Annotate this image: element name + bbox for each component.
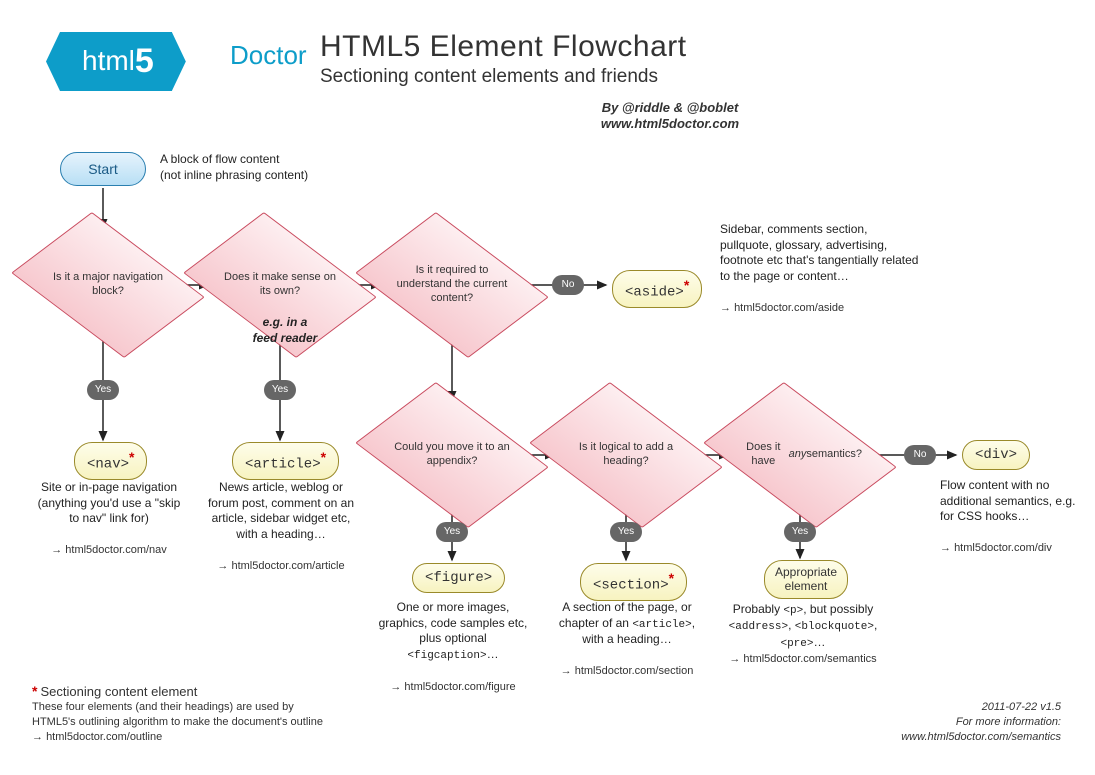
page-title: HTML5 Element Flowchart [320, 30, 687, 64]
term-aside-desc: Sidebar, comments section, pullquote, gl… [720, 222, 920, 316]
logo: html5 Doctor [60, 32, 172, 91]
start-note: A block of flow content(not inline phras… [160, 152, 308, 183]
diamond-subnote: e.g. in afeed reader [245, 315, 325, 346]
term-section: <section>* [580, 563, 687, 601]
page-subtitle: Sectioning content elements and friends [320, 66, 658, 88]
footnote-heading: Sectioning content element [41, 684, 198, 699]
decision-d6: Does it have any semantics? [730, 405, 870, 505]
pill-yes-0: Yes [87, 380, 119, 400]
term-aside: <aside>* [612, 270, 702, 308]
term-nav-desc: Site or in-page navigation (anything you… [34, 480, 184, 558]
pill-no-2: No [552, 275, 584, 295]
byline: By @riddle & @boblet [570, 100, 770, 115]
decision-d3: Is it required to understand the current… [382, 235, 522, 335]
logo-text-5: 5 [135, 42, 154, 80]
decision-d1: Is it a major navigation block? [38, 235, 178, 335]
logo-text-html: html [82, 45, 135, 76]
footnote-body: These four elements (and their headings)… [32, 701, 323, 728]
pill-no-6: No [904, 445, 936, 465]
logo-badge: html5 [60, 32, 172, 91]
footer-more: For more information: [901, 715, 1061, 730]
pill-yes-1: Yes [264, 380, 296, 400]
term-nav: <nav>* [74, 442, 147, 480]
term-div: <div> [962, 440, 1030, 470]
start-node: Start [60, 152, 146, 186]
byline-url: www.html5doctor.com [570, 116, 770, 131]
footer-date: 2011-07-22 v1.5 [901, 700, 1061, 715]
footer-more-url: www.html5doctor.com/semantics [901, 730, 1061, 745]
decision-d5: Is it logical to add a heading? [556, 405, 696, 505]
term-div-desc: Flow content with no additional semantic… [940, 478, 1080, 556]
asterisk-icon: * [32, 683, 37, 699]
pill-yes-3: Yes [436, 522, 468, 542]
arrows-layer [0, 0, 1095, 775]
pill-yes-5: Yes [784, 522, 816, 542]
pill-yes-4: Yes [610, 522, 642, 542]
footnote-sectioning: * Sectioning content element These four … [32, 682, 332, 745]
decision-d4: Could you move it to an appendix? [382, 405, 522, 505]
term-article-desc: News article, weblog or forum post, comm… [206, 480, 356, 574]
term-figure-desc: One or more images, graphics, code sampl… [378, 600, 528, 694]
term-article: <article>* [232, 442, 339, 480]
term-figure: <figure> [412, 563, 505, 593]
term-appropriate-desc: Probably <p>, but possibly <address>, <b… [728, 602, 878, 666]
term-section-desc: A section of the page, or chapter of an … [552, 600, 702, 679]
term-appropriate: Appropriateelement [764, 560, 848, 599]
flowchart-stage: html5 Doctor HTML5 Element Flowchart Sec… [0, 0, 1095, 775]
logo-doctor: Doctor [230, 40, 307, 71]
footnote-link: html5doctor.com/outline [32, 731, 162, 743]
footer-meta: 2011-07-22 v1.5 For more information: ww… [901, 700, 1061, 745]
